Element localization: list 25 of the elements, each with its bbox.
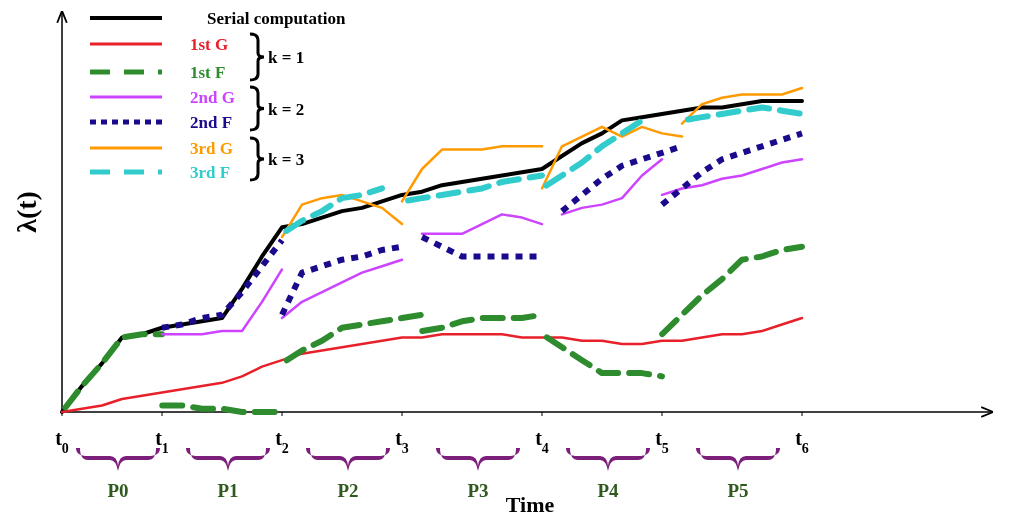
x-tick-label: t$_{3}$ — [395, 427, 409, 456]
text: k = 1 — [268, 48, 305, 67]
text: P5 — [727, 480, 749, 501]
x-tick-label: t$_{4}$ — [535, 427, 549, 456]
legend-label: 1st F — [190, 63, 226, 82]
y-axis-title: λ(t) — [11, 191, 42, 233]
x-tick-label: t$_{0}$ — [55, 427, 69, 456]
text: P4 — [597, 480, 620, 501]
x-tick-label: t$_{6}$ — [795, 427, 809, 456]
legend-label: 3rd F — [190, 163, 231, 182]
x-axis-title: Time — [505, 492, 555, 517]
x-tick-label: t$_{1}$ — [155, 427, 169, 456]
x-tick-label: t$_{2}$ — [275, 427, 289, 456]
text: P1 — [217, 480, 239, 501]
legend-label: 3rd G — [190, 139, 233, 158]
annotation: k = 2 — [268, 99, 305, 119]
text: Serial computation — [207, 9, 346, 28]
text: P0 — [107, 480, 129, 501]
annotation: k = 3 — [268, 150, 305, 169]
text: P2 — [337, 480, 359, 501]
text: P3 — [467, 480, 489, 501]
legend-label: 1st G — [190, 35, 229, 54]
legend-label: 2nd F — [190, 113, 233, 132]
legend-label: 2nd G — [190, 88, 235, 107]
x-tick-label: t$_{5}$ — [655, 427, 669, 456]
